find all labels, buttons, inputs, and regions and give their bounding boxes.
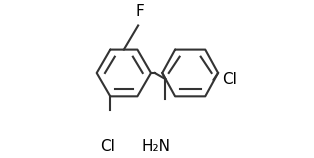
Text: Cl: Cl bbox=[100, 139, 116, 154]
Text: H₂N: H₂N bbox=[142, 139, 171, 154]
Text: Cl: Cl bbox=[223, 72, 237, 87]
Text: F: F bbox=[135, 4, 144, 19]
